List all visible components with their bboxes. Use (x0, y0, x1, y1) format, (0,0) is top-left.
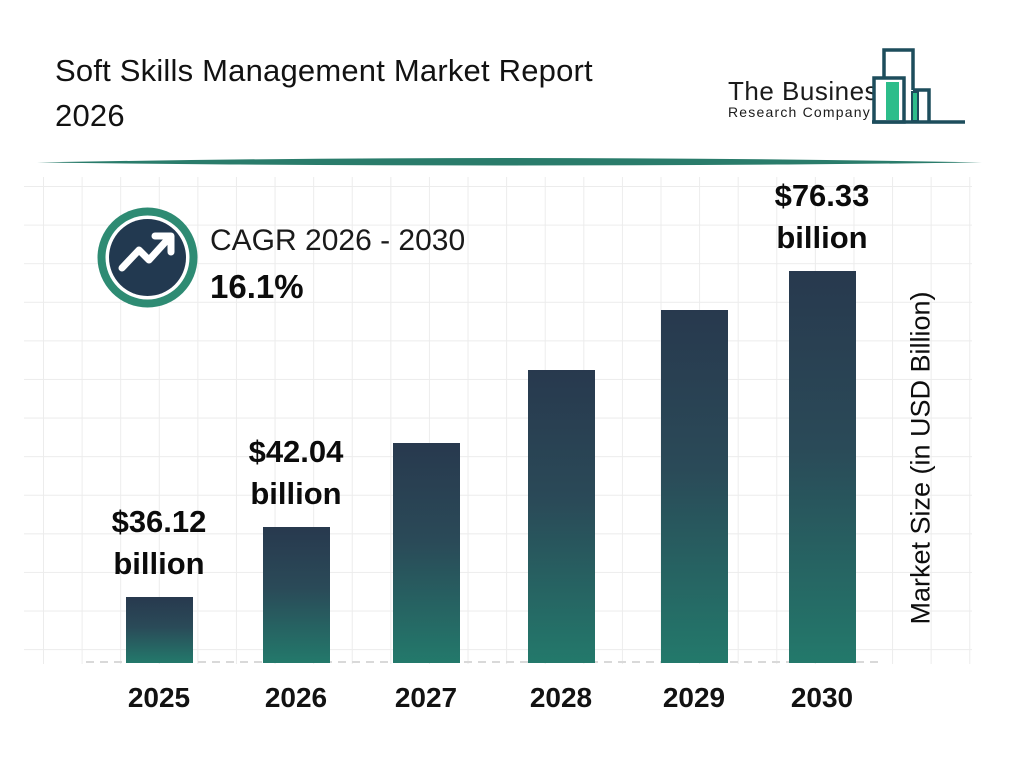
bar-2026 (262, 527, 330, 663)
trending-up-icon (97, 207, 198, 308)
company-subname: Research Company (728, 104, 871, 120)
x-tick-2027: 2027 (394, 682, 458, 713)
company-logo-text: The Business Research Company (728, 76, 892, 128)
cagr-period-label: CAGR 2026 - 2030 (210, 224, 466, 257)
bar-2030 (788, 271, 856, 663)
page-title-line1: Soft Skills Management Market Report (55, 53, 593, 88)
x-tick-2028: 2028 (529, 682, 593, 713)
value-label-2026: $42.04 billion (248, 434, 344, 511)
bar-2029 (660, 310, 728, 663)
page-title: Soft Skills Management Market Report 202… (55, 48, 715, 138)
logo-bar-chart-icon (872, 48, 965, 124)
company-name: The Business (728, 76, 892, 106)
bar-2027 (392, 443, 460, 663)
chart-baseline (86, 661, 878, 663)
company-logo: The Business Research Company (728, 40, 980, 128)
bar-2028 (527, 370, 595, 663)
x-tick-2025: 2025 (127, 682, 191, 713)
value-label-2030: $76.33 billion (774, 178, 870, 255)
x-tick-2026: 2026 (264, 682, 328, 713)
x-tick-2029: 2029 (662, 682, 726, 713)
header-divider (37, 158, 982, 166)
x-tick-2030: 2030 (790, 682, 854, 713)
y-axis-label: Market Size (in USD Billion) (905, 291, 936, 625)
page-title-line2: 2026 (55, 98, 125, 133)
value-label-2025: $36.12 billion (111, 504, 207, 581)
bar-2025 (125, 597, 193, 663)
cagr-value: 16.1% (210, 268, 304, 305)
